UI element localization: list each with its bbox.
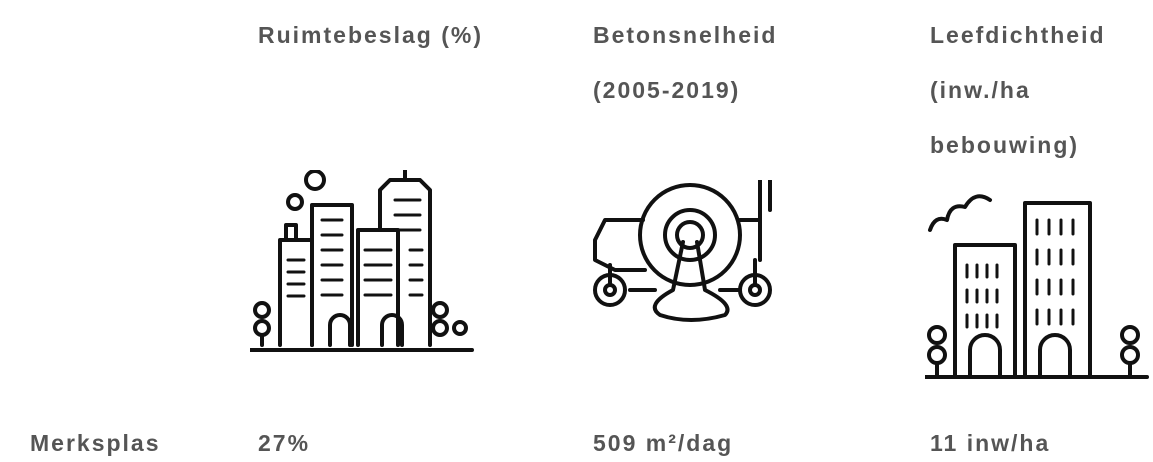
buildings-icon — [925, 194, 1149, 379]
header-line: (2005-2019) — [593, 77, 741, 103]
cell: 509 m²/dag — [593, 430, 734, 456]
header-line: (inw./ha — [930, 77, 1031, 103]
header-line: Ruimtebeslag (%) — [258, 22, 483, 48]
column-header: Leefdichtheid (inw./ha bebouwing) — [930, 8, 1106, 173]
column-header: Betonsnelheid (2005-2019) — [593, 8, 777, 118]
city-icon — [250, 170, 474, 352]
mixer-icon — [593, 180, 772, 322]
cell: 27% — [258, 430, 311, 456]
cell: 11 inw/ha — [930, 430, 1051, 456]
row-label: Merksplas — [30, 430, 161, 456]
header-line: Betonsnelheid — [593, 22, 778, 48]
column-header: Ruimtebeslag (%) — [258, 8, 483, 63]
header-line: Leefdichtheid — [930, 22, 1106, 48]
header-line: bebouwing) — [930, 132, 1080, 158]
